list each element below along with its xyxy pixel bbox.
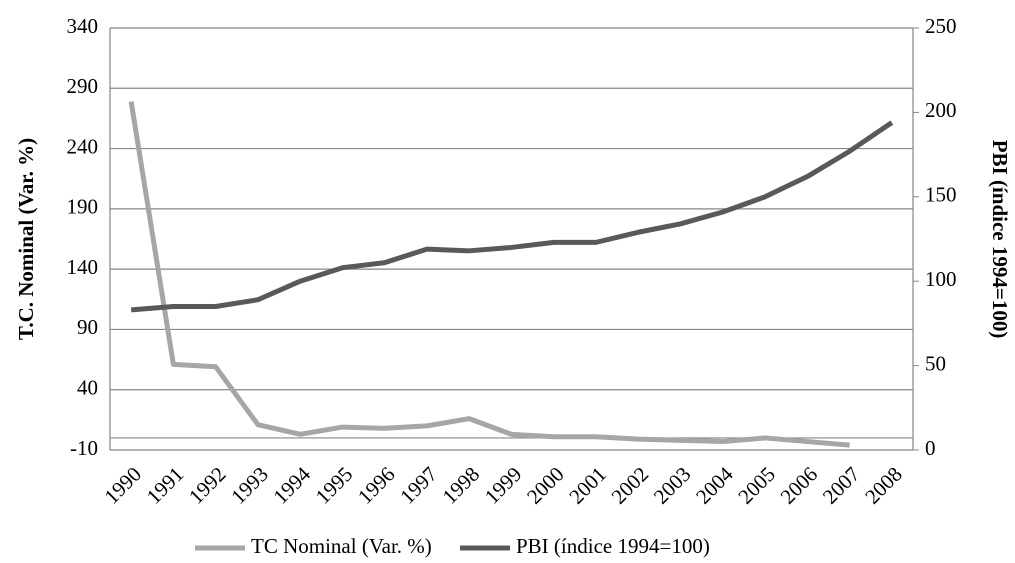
y-tick-label: 40: [77, 376, 98, 400]
y-tick-label: 290: [67, 74, 99, 98]
x-tick-label: 2005: [733, 462, 780, 509]
x-tick-label: 1993: [226, 462, 273, 509]
y2-tick-label: 100: [925, 267, 957, 291]
y2-tick-label: 200: [925, 98, 957, 122]
x-tick-label: 1999: [480, 462, 527, 509]
x-tick-label: 2001: [564, 462, 611, 509]
y2-tick-label: 250: [925, 14, 957, 38]
x-tick-label: 1996: [353, 462, 400, 509]
x-tick-label: 2004: [691, 462, 738, 509]
y-tick-label: 140: [67, 255, 99, 279]
legend-label: PBI (índice 1994=100): [516, 534, 710, 558]
x-tick-label: 1991: [142, 462, 189, 509]
y-tick-label: -10: [70, 436, 98, 460]
series-line: [128, 101, 850, 448]
y-tick-label: 340: [67, 14, 99, 38]
x-tick-label: 2008: [860, 462, 907, 509]
y2-tick-label: 50: [925, 351, 946, 375]
y2-tick-label: 150: [925, 183, 957, 207]
y2-tick-label: 0: [925, 436, 936, 460]
y-tick-label: 240: [67, 134, 99, 158]
x-tick-label: 2000: [522, 462, 569, 509]
legend-label: TC Nominal (Var. %): [251, 534, 432, 558]
x-tick-label: 1995: [311, 462, 358, 509]
x-tick-label: 2003: [649, 462, 696, 509]
series-line: [130, 120, 894, 313]
x-tick-label: 1994: [268, 462, 315, 509]
y-tick-label: 90: [77, 315, 98, 339]
x-tick-label: 1998: [438, 462, 485, 509]
x-tick-label: 1990: [99, 462, 146, 509]
x-tick-label: 1992: [184, 462, 231, 509]
x-tick-label: 2007: [818, 462, 865, 509]
y2-axis-title: PBI (índice 1994=100): [988, 140, 1012, 339]
y-tick-label: 190: [67, 195, 99, 219]
y-axis-title: T.C. Nominal (Var. %): [14, 138, 38, 340]
x-tick-label: 2006: [776, 462, 823, 509]
x-tick-label: 1997: [395, 462, 442, 509]
x-tick-label: 2002: [607, 462, 654, 509]
